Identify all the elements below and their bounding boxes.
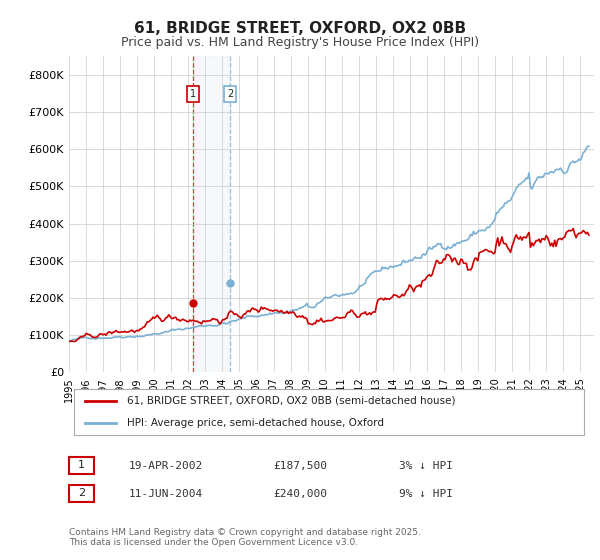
Text: 9% ↓ HPI: 9% ↓ HPI: [399, 489, 453, 499]
Text: 3% ↓ HPI: 3% ↓ HPI: [399, 461, 453, 471]
Text: 1: 1: [190, 89, 196, 99]
Text: 19-APR-2002: 19-APR-2002: [129, 461, 203, 471]
Text: 1: 1: [78, 460, 85, 470]
Text: Contains HM Land Registry data © Crown copyright and database right 2025.
This d: Contains HM Land Registry data © Crown c…: [69, 528, 421, 547]
Text: 11-JUN-2004: 11-JUN-2004: [129, 489, 203, 499]
Text: 61, BRIDGE STREET, OXFORD, OX2 0BB (semi-detached house): 61, BRIDGE STREET, OXFORD, OX2 0BB (semi…: [127, 396, 455, 406]
Text: £187,500: £187,500: [273, 461, 327, 471]
Text: 61, BRIDGE STREET, OXFORD, OX2 0BB: 61, BRIDGE STREET, OXFORD, OX2 0BB: [134, 21, 466, 36]
FancyBboxPatch shape: [74, 389, 583, 435]
Text: Price paid vs. HM Land Registry's House Price Index (HPI): Price paid vs. HM Land Registry's House …: [121, 36, 479, 49]
Text: 2: 2: [227, 89, 233, 99]
Text: 2: 2: [78, 488, 85, 498]
Text: £240,000: £240,000: [273, 489, 327, 499]
Text: HPI: Average price, semi-detached house, Oxford: HPI: Average price, semi-detached house,…: [127, 418, 384, 428]
Bar: [193, 56, 230, 372]
